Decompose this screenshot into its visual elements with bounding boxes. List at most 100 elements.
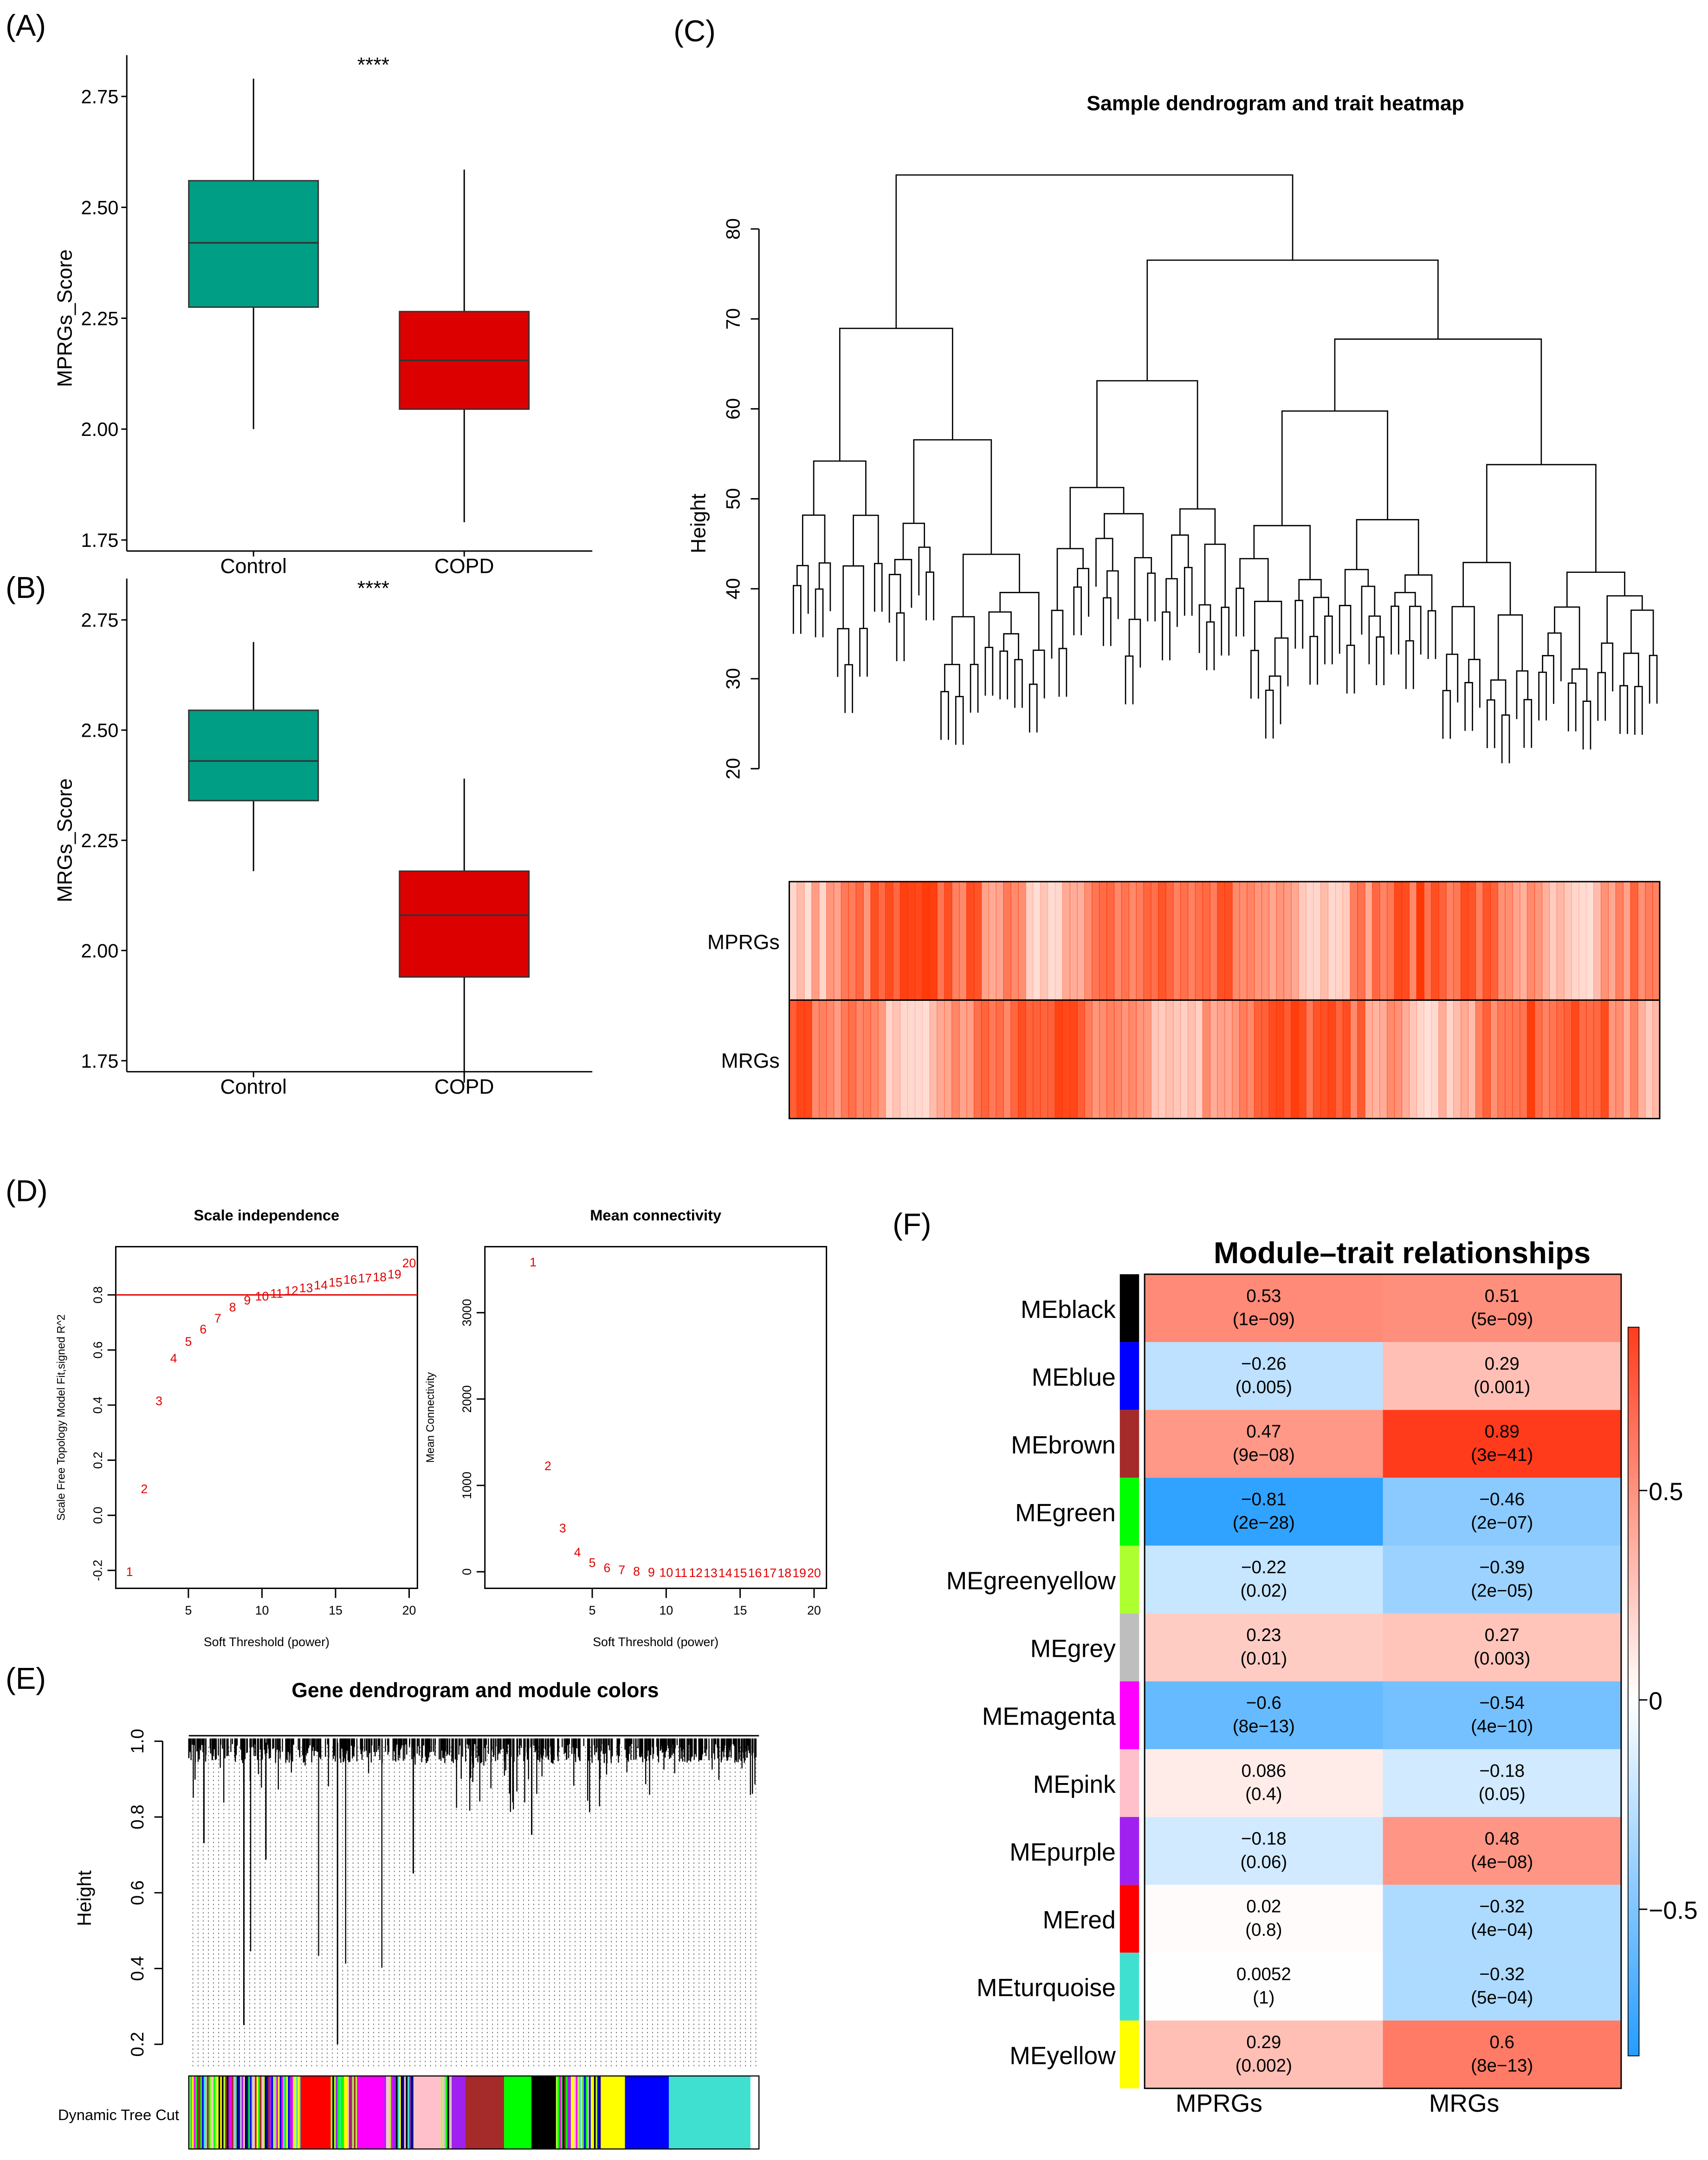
y-tick-label: -0.2 — [91, 1560, 105, 1581]
dendrogram-branch — [859, 628, 868, 677]
p-value: (0.01) — [1240, 1648, 1287, 1668]
power-point: 10 — [659, 1566, 673, 1580]
module-color-strip — [576, 2076, 578, 2149]
legend-gradient-step — [1628, 1398, 1639, 1403]
heatmap-cell — [1579, 882, 1587, 1000]
dendrogram-branch — [988, 611, 1012, 648]
dendrogram-branch — [1125, 655, 1134, 705]
heatmap-cell — [1534, 1000, 1543, 1119]
legend-gradient-step — [1628, 1369, 1639, 1374]
heatmap-cell — [811, 882, 820, 1000]
power-point: 6 — [603, 1561, 610, 1575]
x-axis-label: Soft Threshold (power) — [593, 1635, 718, 1649]
y-tick-label: 1.75 — [81, 529, 119, 551]
legend-gradient-step — [1628, 1553, 1639, 1558]
heatmap-cell — [1069, 1000, 1078, 1119]
legend-gradient-step — [1628, 2014, 1639, 2018]
heatmap-cell — [1372, 882, 1380, 1000]
legend-gradient-step — [1628, 1448, 1639, 1453]
power-point: 20 — [807, 1566, 821, 1580]
heatmap-cell — [1383, 1545, 1621, 1614]
heatmap-cell — [1069, 882, 1078, 1000]
panel-label-f: (F) — [893, 1207, 931, 1241]
module-color-swatch — [1119, 1478, 1139, 1546]
heatmap-cell — [1180, 1000, 1189, 1119]
heatmap-cell — [1475, 882, 1484, 1000]
power-point: 11 — [674, 1566, 687, 1580]
heatmap-cell — [1372, 1000, 1380, 1119]
heatmap-cell — [899, 1000, 908, 1119]
legend-gradient-step — [1628, 1775, 1639, 1780]
legend-gradient-step — [1628, 1419, 1639, 1424]
module-color-strip — [281, 2076, 283, 2149]
legend-gradient-step — [1628, 1386, 1639, 1390]
y-tick-label: 0.2 — [128, 2032, 148, 2057]
heatmap-cell — [1145, 2020, 1383, 2089]
heatmap-cell — [863, 882, 871, 1000]
module-color-strip — [241, 2076, 244, 2149]
correlation-value: 0.02 — [1246, 1897, 1281, 1917]
heatmap-cell — [1113, 882, 1122, 1000]
module-color-strip — [559, 2076, 561, 2149]
dendrogram-branch — [1204, 544, 1226, 608]
legend-gradient-step — [1628, 1498, 1639, 1504]
heatmap-cell — [1579, 1000, 1587, 1119]
power-point: 9 — [244, 1293, 251, 1307]
color-legend — [1627, 1327, 1640, 2056]
module-color-strip — [350, 2076, 353, 2149]
heatmap-cell — [885, 1000, 893, 1119]
module-color-strip — [202, 2076, 204, 2149]
module-color-strip — [197, 2076, 199, 2149]
correlation-value: −0.22 — [1241, 1557, 1287, 1577]
legend-gradient-step — [1628, 1817, 1639, 1822]
module-color-strip — [250, 2076, 252, 2149]
heatmap-cell — [1018, 882, 1026, 1000]
heatmap-cell — [1232, 1000, 1240, 1119]
heatmap-cell — [1106, 882, 1115, 1000]
heatmap-cell — [1383, 1274, 1621, 1343]
dendrogram-branch — [940, 691, 949, 740]
p-value: (2e−28) — [1233, 1513, 1295, 1533]
dendrogram-branch — [888, 574, 901, 623]
heatmap-cell — [1453, 1000, 1462, 1119]
dendrogram-branch — [1567, 682, 1577, 732]
heatmap-cell — [1482, 1000, 1491, 1119]
dendrogram-branch — [1634, 686, 1643, 735]
legend-gradient-step — [1628, 1859, 1639, 1864]
heatmap-cell — [1505, 1000, 1513, 1119]
legend-gradient-step — [1628, 1985, 1639, 1989]
dendrogram-branch — [793, 585, 802, 634]
module-color-strip — [440, 2076, 443, 2149]
legend-gradient-step — [1628, 1427, 1639, 1432]
legend-gradient-step — [1628, 1524, 1639, 1529]
legend-gradient-step — [1628, 2047, 1639, 2052]
legend-gradient-step — [1628, 1637, 1639, 1642]
dendrogram-branch — [1623, 652, 1639, 687]
power-point: 14 — [718, 1566, 732, 1580]
heatmap-cell — [1306, 882, 1314, 1000]
dendrogram-branch — [1146, 259, 1439, 381]
module-color-strip — [252, 2076, 253, 2149]
heatmap-cell — [1586, 1000, 1594, 1119]
heatmap-cell — [1010, 1000, 1019, 1119]
correlation-value: −0.54 — [1479, 1693, 1525, 1713]
legend-gradient-step — [1628, 2022, 1639, 2027]
p-value: (8e−13) — [1233, 1717, 1295, 1737]
module-color-strip — [195, 2076, 197, 2149]
heatmap-cell — [1549, 882, 1557, 1000]
legend-gradient-step — [1628, 1834, 1639, 1839]
legend-gradient-step — [1628, 1934, 1639, 1939]
dendrogram-branch — [1324, 615, 1333, 665]
y-tick-label: 2.75 — [81, 86, 119, 108]
heatmap-cell — [1342, 1000, 1351, 1119]
heatmap-cell — [1497, 882, 1506, 1000]
heatmap-cell — [1416, 1000, 1424, 1119]
y-axis-label: MPRGs_Score — [53, 249, 76, 387]
legend-gradient-step — [1628, 1662, 1639, 1667]
module-color-strip — [446, 2076, 448, 2149]
heatmap-cell — [1571, 882, 1579, 1000]
power-point: 15 — [733, 1566, 747, 1580]
heatmap-cell — [1357, 1000, 1365, 1119]
dendrogram-branch — [1346, 644, 1355, 694]
